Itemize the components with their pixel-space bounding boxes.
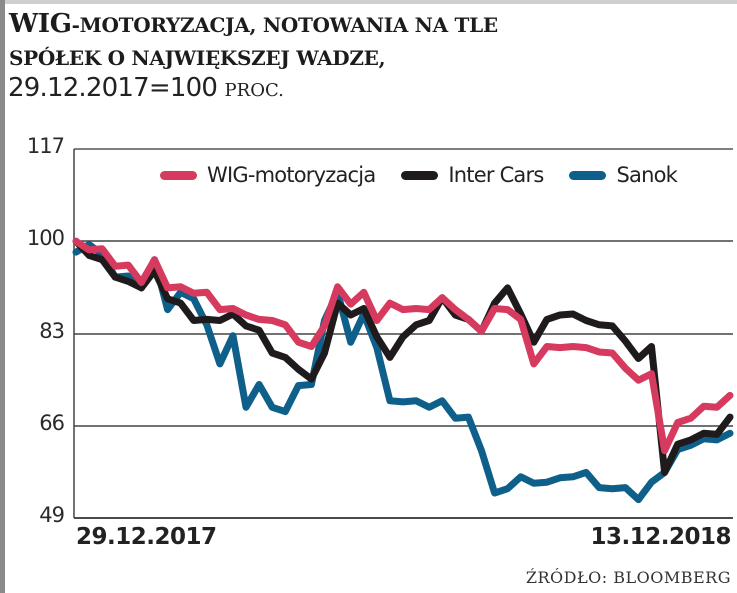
title-index-name: WIG — [9, 9, 72, 39]
legend-swatch-icon — [569, 170, 607, 180]
source-note: Źródło: Bloomberg — [525, 568, 731, 587]
y-tick-117: 117 — [26, 134, 65, 158]
legend-swatch-icon — [160, 170, 197, 180]
chart-legend: WIG-motoryzacja Inter Cars Sanok — [160, 160, 678, 190]
legend-label: Sanok — [616, 163, 678, 187]
series-line-inter-cars — [72, 237, 734, 476]
y-tick-66: 66 — [39, 411, 65, 435]
legend-item-sanok: Sanok — [569, 163, 678, 187]
subtitle-unit: proc. — [224, 80, 284, 101]
legend-label: WIG-motoryzacja — [207, 163, 376, 187]
x-label-start: 29.12.2017 — [76, 524, 217, 550]
series-line-sanok — [72, 241, 734, 504]
chart-subtitle: 29.12.2017=100 proc. — [8, 73, 284, 103]
image-left-edge — [0, 0, 5, 593]
legend-swatch-icon — [401, 170, 439, 180]
title-line2: spółek o największej wadze, — [9, 46, 386, 70]
series-line-wig-motoryzacja — [72, 237, 734, 455]
image-top-edge — [0, 0, 737, 4]
legend-item-inter-cars: Inter Cars — [401, 163, 544, 187]
subtitle-base: 29.12.2017=100 — [8, 73, 225, 103]
legend-label: Inter Cars — [448, 163, 544, 187]
y-tick-49: 49 — [39, 503, 65, 527]
series-lines — [72, 237, 734, 504]
chart-title: WIG-motoryzacja, notowania na tle spółek… — [9, 8, 729, 74]
x-label-end: 13.12.2018 — [590, 524, 731, 550]
y-tick-100: 100 — [26, 226, 65, 250]
title-line1: -motoryzacja, notowania na tle — [71, 13, 498, 37]
y-tick-83: 83 — [39, 319, 65, 343]
legend-item-wig-motoryzacja: WIG-motoryzacja — [160, 163, 376, 187]
